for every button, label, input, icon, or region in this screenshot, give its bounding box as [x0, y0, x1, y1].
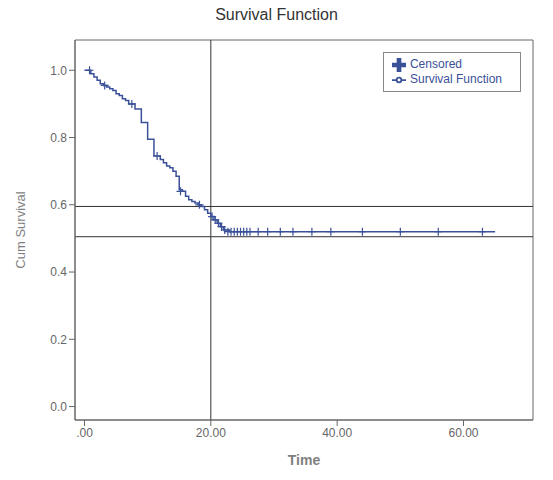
svg-text:0.2: 0.2: [50, 333, 67, 347]
svg-text:Cum Survival: Cum Survival: [13, 191, 28, 268]
html-text:Survival Function: Survival Function: [410, 71, 502, 86]
svg-text:0.6: 0.6: [50, 198, 67, 212]
svg-text:.00: .00: [76, 426, 93, 440]
svg-text:60.00: 60.00: [448, 426, 478, 440]
html-text:Survival Function: Survival Function: [215, 6, 338, 23]
svg-text:20.00: 20.00: [196, 426, 226, 440]
svg-text:1.0: 1.0: [50, 64, 67, 78]
svg-text:Time: Time: [288, 452, 321, 468]
svg-text:40.00: 40.00: [322, 426, 352, 440]
svg-text:0.4: 0.4: [50, 265, 67, 279]
svg-text:0.8: 0.8: [50, 131, 67, 145]
svg-text:0.0: 0.0: [50, 400, 67, 414]
html-text:Censored: Censored: [410, 57, 462, 71]
